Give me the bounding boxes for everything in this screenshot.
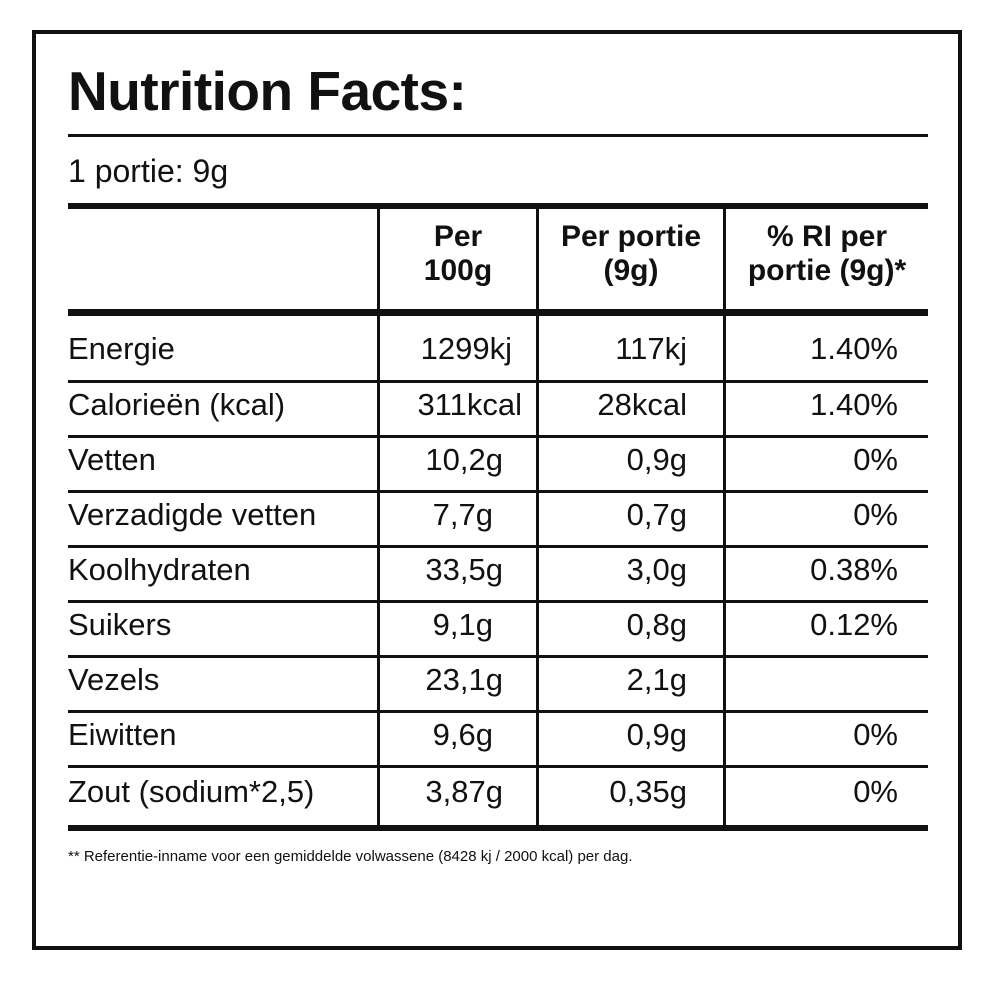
nutrient-name: Zout (sodium*2,5) [68, 774, 315, 809]
nutrient-name: Suikers [68, 607, 172, 642]
table-bottom-rule [68, 825, 928, 831]
value-ri-percent: 0% [853, 717, 898, 752]
footnote: ** Referentie-inname voor een gemiddelde… [68, 848, 633, 865]
value-per-100g: 1299kj [420, 331, 512, 366]
header-ri-percent-line2: portie (9g)* [747, 254, 907, 287]
value-per-100g: 33,5g [425, 552, 503, 587]
header-rule [68, 309, 928, 316]
header-per-100g-line1: Per [433, 220, 483, 253]
nutrient-name: Vetten [68, 442, 156, 477]
row-divider [68, 655, 928, 658]
nutrient-name: Calorieën (kcal) [68, 387, 286, 422]
value-ri-percent: 0% [853, 497, 898, 532]
value-per-portion: 117kj [615, 331, 687, 366]
value-ri-percent: 0% [853, 774, 898, 809]
nutrient-name: Energie [68, 331, 175, 366]
header-ri-percent-line1: % RI per [766, 220, 888, 253]
value-per-portion: 0,8g [626, 607, 687, 642]
header-per-portion-line1: Per portie [560, 220, 702, 253]
nutrient-name: Koolhydraten [68, 552, 251, 587]
column-divider-2 [536, 209, 539, 830]
value-per-portion: 2,1g [626, 662, 687, 697]
label-title: Nutrition Facts: [68, 60, 467, 122]
value-per-portion: 0,9g [626, 442, 687, 477]
row-divider [68, 490, 928, 493]
value-ri-percent: 0% [853, 442, 898, 477]
value-per-100g: 9,1g [432, 607, 493, 642]
label-frame [32, 30, 962, 950]
row-divider [68, 435, 928, 438]
column-divider-1 [377, 209, 380, 830]
value-per-portion: 0,35g [609, 774, 687, 809]
value-ri-percent: 1.40% [810, 387, 898, 422]
value-per-100g: 23,1g [425, 662, 503, 697]
column-divider-3 [723, 209, 726, 830]
header-per-100g: Per 100g [380, 220, 536, 288]
header-per-portion-line2: (9g) [603, 254, 659, 287]
value-ri-percent: 0.12% [810, 607, 898, 642]
row-divider [68, 545, 928, 548]
nutrient-name: Vezels [68, 662, 160, 697]
value-per-100g: 9,6g [432, 717, 493, 752]
value-per-100g: 3,87g [425, 774, 503, 809]
value-per-portion: 28kcal [597, 387, 687, 422]
nutrient-name: Verzadigde vetten [68, 497, 317, 532]
header-per-100g-line2: 100g [423, 254, 493, 287]
title-rule [68, 134, 928, 137]
value-ri-percent: 0.38% [810, 552, 898, 587]
value-per-100g: 7,7g [432, 497, 493, 532]
value-per-100g: 311kcal [417, 387, 522, 422]
value-per-portion: 3,0g [626, 552, 687, 587]
row-divider [68, 600, 928, 603]
header-per-portion: Per portie (9g) [539, 220, 723, 288]
value-per-portion: 0,9g [626, 717, 687, 752]
header-ri-percent: % RI per portie (9g)* [726, 220, 928, 288]
value-per-portion: 0,7g [626, 497, 687, 532]
row-divider [68, 380, 928, 383]
table-top-rule [68, 203, 928, 209]
nutrient-name: Eiwitten [68, 717, 177, 752]
row-divider [68, 710, 928, 713]
row-divider [68, 765, 928, 768]
value-ri-percent: 1.40% [810, 331, 898, 366]
value-per-100g: 10,2g [425, 442, 503, 477]
serving-size: 1 portie: 9g [68, 153, 229, 189]
